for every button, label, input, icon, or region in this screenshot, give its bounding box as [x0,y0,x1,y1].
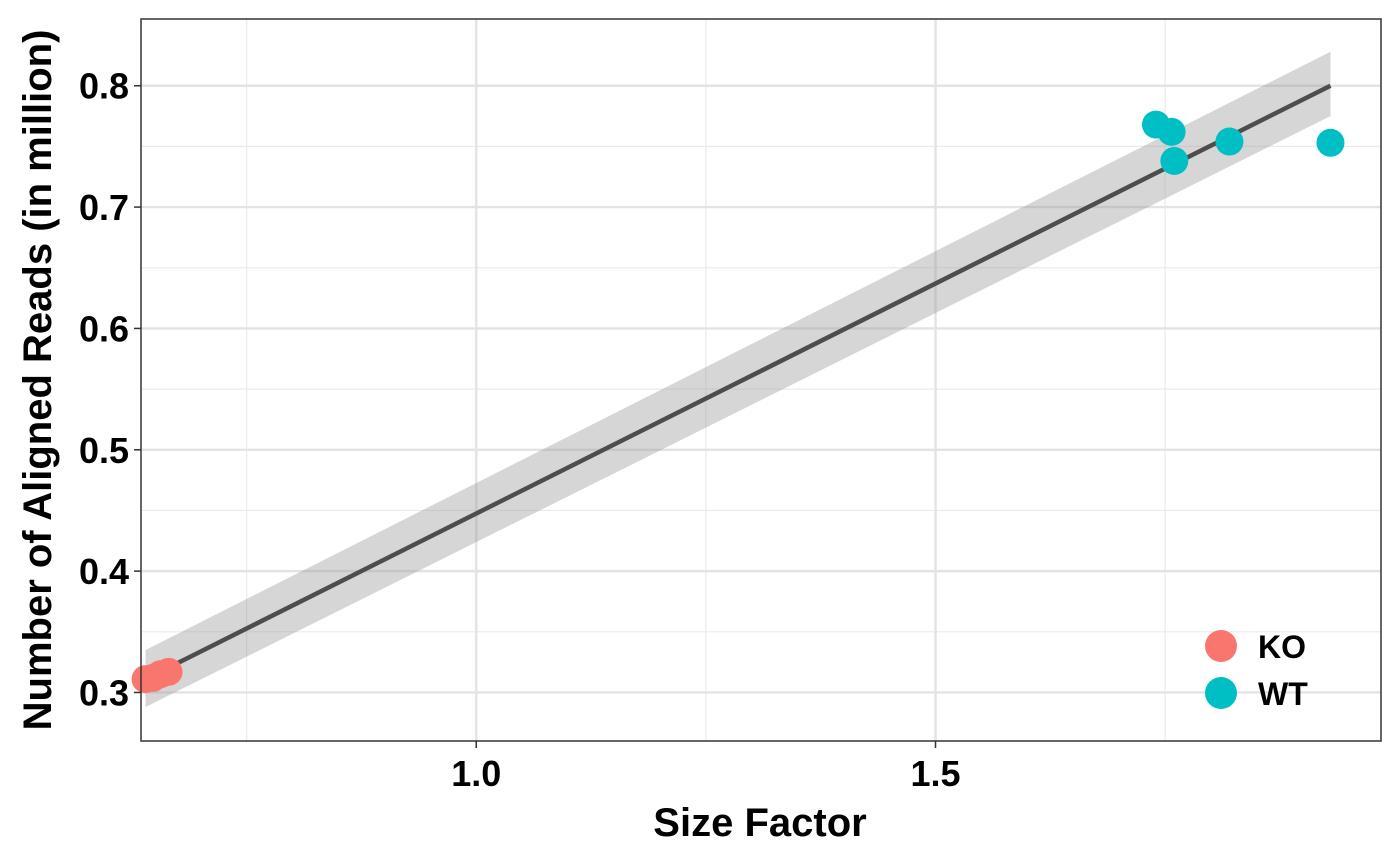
y-tick-label-3: 0.6 [79,308,129,349]
plot-panel-border [140,18,1382,742]
point-wt-4 [1316,128,1345,157]
y-tick-label-0: 0.3 [79,672,129,713]
x-axis-ticks: 1.0 1.5 [451,741,961,794]
legend: KO WT [1205,629,1308,712]
y-tick-label-2: 0.5 [79,430,129,471]
y-tick-label-5: 0.8 [79,66,129,107]
legend-label-ko: KO [1258,629,1306,665]
y-axis-title: Number of Aligned Reads (in million) [16,30,60,731]
point-wt-2 [1160,146,1189,175]
fit-line [144,83,1332,682]
x-axis-title: Size Factor [653,801,866,845]
y-tick-label-4: 0.7 [79,187,129,228]
y-tick-label-1: 0.4 [79,551,129,592]
confidence-band [145,51,1331,708]
regression-fit [144,51,1332,708]
point-ko-3 [154,657,183,686]
legend-key-wt [1205,677,1237,709]
data-points [131,110,1345,694]
point-wt-1 [1157,117,1186,146]
legend-label-wt: WT [1258,676,1308,712]
legend-key-ko [1205,630,1237,662]
major-gridlines [141,19,1381,741]
point-wt-3 [1215,127,1244,156]
y-axis-ticks: 0.3 0.4 0.5 0.6 0.7 0.8 [79,66,141,713]
x-tick-label-0: 1.0 [451,753,501,794]
x-tick-label-1: 1.5 [910,753,960,794]
